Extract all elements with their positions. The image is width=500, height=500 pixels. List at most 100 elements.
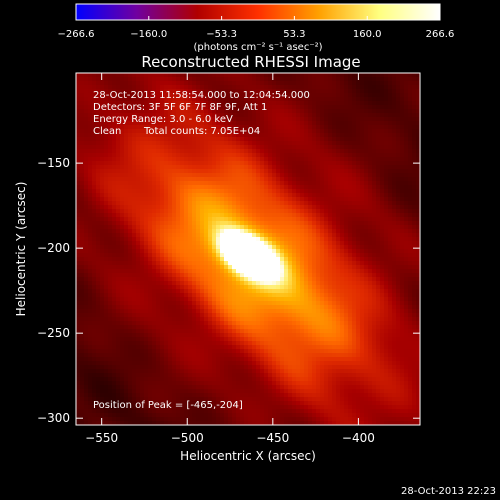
heatmap-cell [160,137,165,142]
heatmap-cell [392,257,397,262]
heatmap-cell [224,273,229,278]
heatmap-cell [220,281,225,286]
heatmap-cell [356,257,361,262]
heatmap-cell [412,245,417,250]
heatmap-cell [308,281,313,286]
heatmap-cell [120,209,125,214]
heatmap-cell [128,153,133,158]
heatmap-cell [140,169,145,174]
heatmap-cell [204,125,209,130]
heatmap-cell [96,281,101,286]
heatmap-cell [160,153,165,158]
heatmap-cell [120,137,125,142]
heatmap-cell [148,281,153,286]
heatmap-cell [348,177,353,182]
heatmap-cell [308,157,313,162]
heatmap-cell [276,209,281,214]
heatmap-cell [236,109,241,114]
heatmap-cell [80,193,85,198]
heatmap-cell [160,89,165,94]
heatmap-cell [124,169,129,174]
heatmap-cell [356,241,361,246]
heatmap-cell [96,125,101,130]
heatmap-cell [208,229,213,234]
heatmap-cell [252,161,257,166]
heatmap-cell [388,277,393,282]
heatmap-cell [356,209,361,214]
heatmap-cell [232,225,237,230]
heatmap-cell [328,301,333,306]
heatmap-cell [120,129,125,134]
heatmap-cell [404,217,409,222]
heatmap-cell [116,289,121,294]
heatmap-cell [232,197,237,202]
heatmap-cell [112,281,117,286]
heatmap-cell [412,269,417,274]
heatmap-cell [132,221,137,226]
heatmap-cell [368,161,373,166]
heatmap-cell [348,213,353,218]
heatmap-cell [192,217,197,222]
heatmap-cell [308,177,313,182]
heatmap-cell [80,133,85,138]
heatmap-cell [308,229,313,234]
heatmap-cell [404,149,409,154]
heatmap-cell [236,253,241,258]
heatmap-cell [144,189,149,194]
heatmap-cell [168,253,173,258]
heatmap-cell [152,161,157,166]
heatmap-cell [336,237,341,242]
heatmap-cell [108,125,113,130]
heatmap-cell [236,261,241,266]
heatmap-cell [268,225,273,230]
heatmap-cell [80,157,85,162]
heatmap-cell [120,109,125,114]
heatmap-cell [392,273,397,278]
heatmap-cell [324,193,329,198]
heatmap-cell [124,129,129,134]
heatmap-cell [116,217,121,222]
heatmap-cell [168,185,173,190]
heatmap-cell [324,173,329,178]
heatmap-cell [168,197,173,202]
heatmap-cell [292,189,297,194]
heatmap-cell [328,273,333,278]
heatmap-cell [308,125,313,130]
heatmap-cell [288,121,293,126]
heatmap-cell [184,269,189,274]
heatmap-cell [180,285,185,290]
heatmap-cell [340,237,345,242]
heatmap-cell [112,269,117,274]
heatmap-cell [156,293,161,298]
heatmap-cell [400,105,405,110]
heatmap-cell [360,257,365,262]
heatmap-cell [288,241,293,246]
heatmap-cell [160,225,165,230]
heatmap-cell [168,261,173,266]
heatmap-cell [88,125,93,130]
heatmap-cell [164,237,169,242]
heatmap-cell [248,245,253,250]
heatmap-cell [148,217,153,222]
heatmap-cell [84,221,89,226]
heatmap-cell [168,89,173,94]
heatmap-cell [140,281,145,286]
heatmap-cell [156,157,161,162]
heatmap-cell [112,185,117,190]
heatmap-cell [108,293,113,298]
heatmap-cell [276,253,281,258]
heatmap-cell [340,129,345,134]
heatmap-cell [216,253,221,258]
heatmap-cell [332,257,337,262]
heatmap-cell [324,177,329,182]
heatmap-cell [96,221,101,226]
heatmap-cell [352,189,357,194]
heatmap-cell [240,245,245,250]
heatmap-cell [284,297,289,302]
heatmap-cell [224,233,229,238]
heatmap-cell [276,205,281,210]
heatmap-cell [212,273,217,278]
heatmap-cell [200,253,205,258]
heatmap-cell [408,113,413,118]
heatmap-cell [84,81,89,86]
